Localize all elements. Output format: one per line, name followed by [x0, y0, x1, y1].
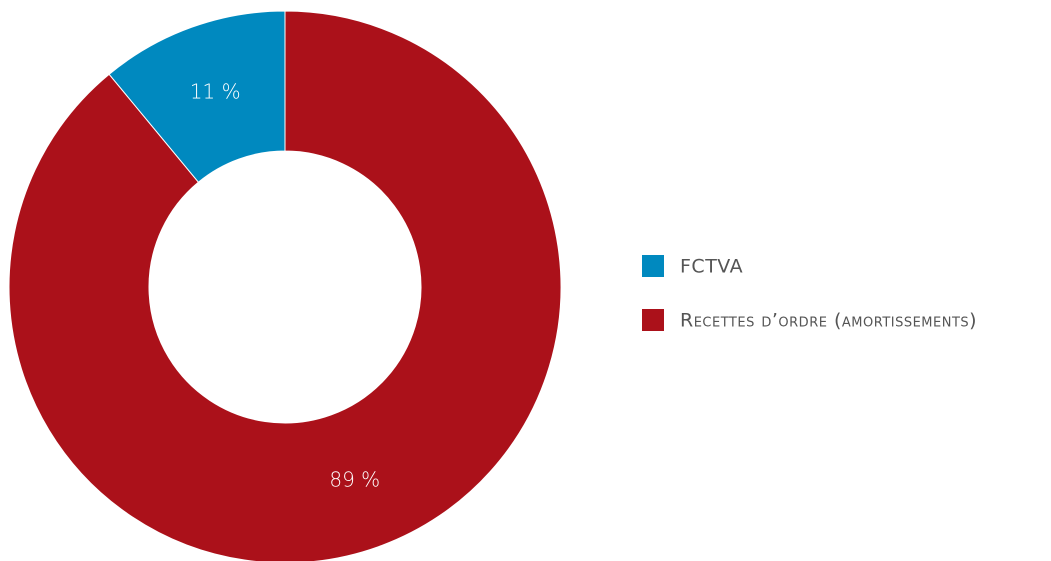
legend-label: FCTVA [680, 256, 743, 278]
slice-label: 89 % [329, 467, 380, 491]
slice [8, 10, 562, 561]
legend-swatch [642, 309, 664, 331]
legend-swatch [642, 255, 664, 277]
legend-label: Recettes d’ordre (amortissements) [680, 310, 977, 332]
slice-label: 11 % [190, 80, 241, 104]
